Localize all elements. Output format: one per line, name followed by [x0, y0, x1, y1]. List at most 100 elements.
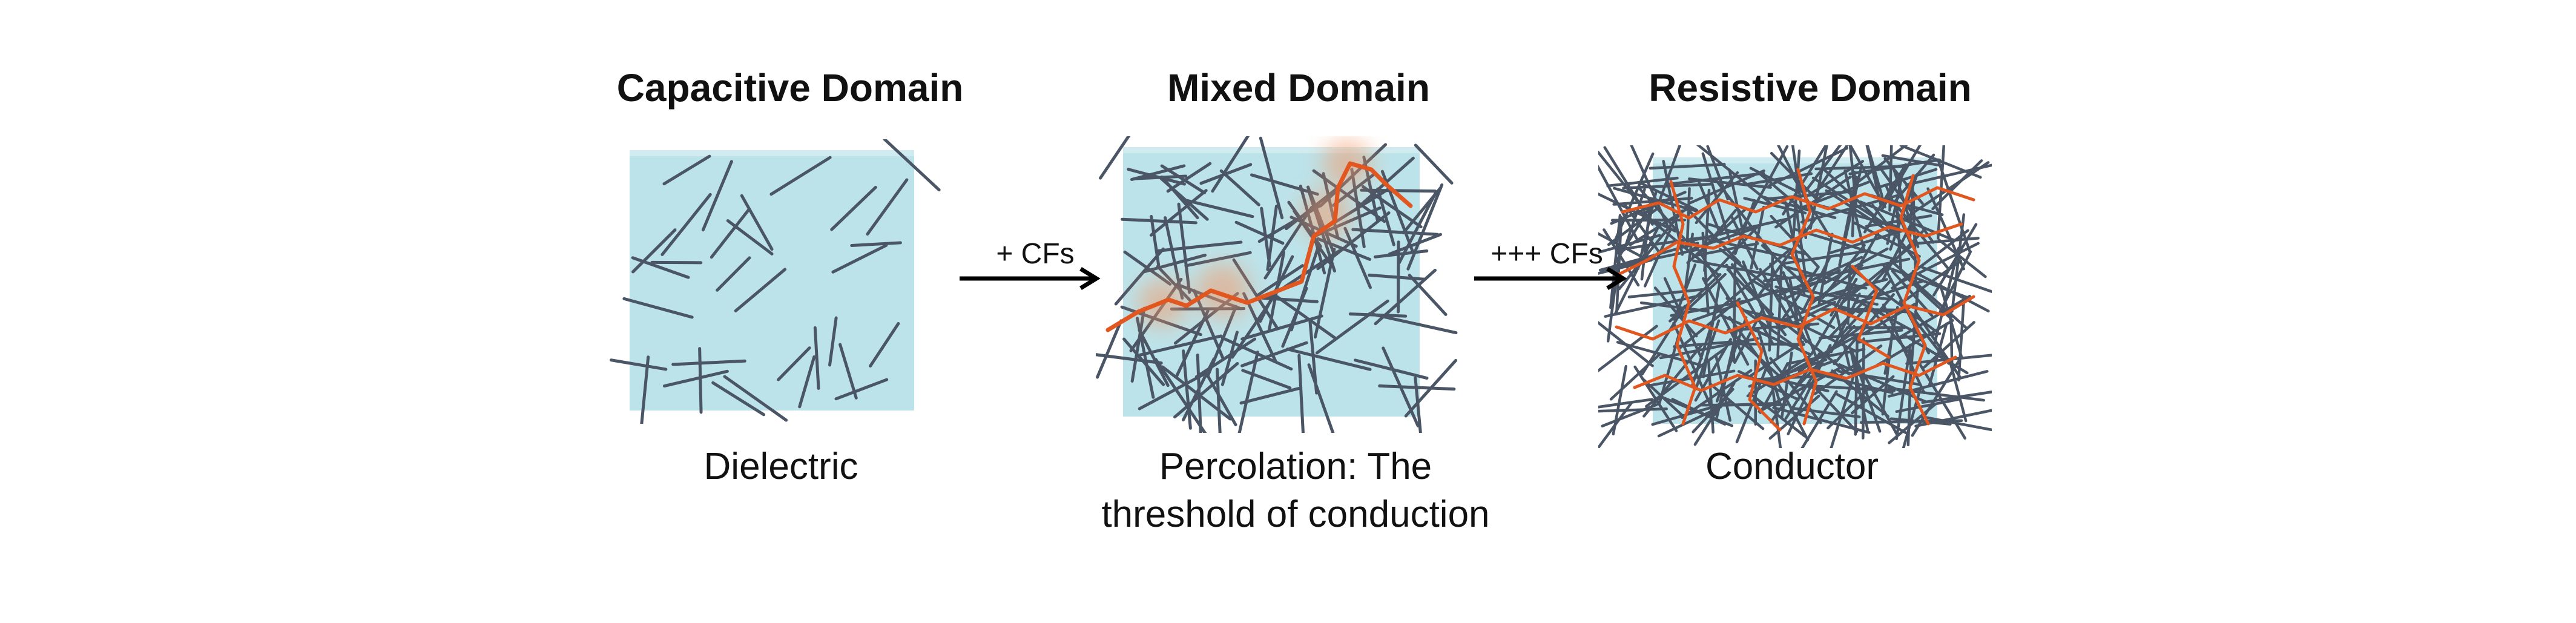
carbon-fiber	[1231, 293, 1277, 359]
carbon-fiber	[1194, 337, 1257, 378]
carbon-fiber	[734, 268, 787, 312]
carbon-fiber	[1806, 160, 1865, 197]
carbon-fiber	[1184, 251, 1252, 268]
carbon-fiber	[1681, 369, 1753, 419]
carbon-fiber	[622, 297, 694, 319]
carbon-fiber	[1297, 354, 1305, 433]
carbon-fiber	[1837, 363, 1928, 404]
carbon-fiber	[1687, 217, 1788, 243]
carbon-fiber	[1174, 309, 1210, 378]
carbon-fiber	[1899, 145, 1982, 179]
carbon-fiber	[1769, 357, 1822, 424]
carbon-fiber	[1883, 157, 1924, 205]
carbon-fiber	[769, 156, 832, 196]
caption-line: threshold of conduction	[1101, 493, 1490, 535]
carbon-fiber	[1830, 232, 1879, 317]
carbon-fiber	[1598, 407, 1668, 413]
carbon-fiber	[1770, 350, 1822, 423]
carbon-fiber	[1402, 186, 1442, 235]
carbon-fiber	[1865, 145, 1882, 206]
carbon-fiber	[1713, 401, 1781, 407]
carbon-fiber	[1259, 136, 1284, 220]
carbon-fiber	[1130, 164, 1186, 181]
carbon-fiber	[1837, 369, 1922, 386]
carbon-fiber	[1782, 145, 1828, 216]
carbon-fiber	[813, 326, 820, 390]
carbon-fiber	[1883, 306, 1899, 375]
carbon-fiber	[1800, 390, 1838, 448]
carbon-fiber	[1630, 145, 1670, 231]
resistive-domain-panel	[1598, 145, 1992, 448]
conductive-network-path	[1633, 355, 1957, 392]
carbon-fiber	[1160, 175, 1199, 219]
carbon-fiber	[1610, 191, 1687, 225]
carbon-fiber	[1641, 305, 1687, 375]
matrix-top-edge	[1123, 147, 1420, 153]
carbon-fiber	[1315, 299, 1389, 355]
carbon-fiber	[869, 322, 900, 368]
carbon-fiber	[1406, 183, 1444, 271]
carbon-fiber	[1777, 317, 1851, 375]
carbon-fiber	[1404, 358, 1458, 418]
caption-line: Percolation: The	[1159, 446, 1432, 487]
mixed-domain-title: Mixed Domain	[1167, 66, 1430, 110]
conductive-network-path	[1851, 265, 1891, 359]
carbon-fiber	[1408, 274, 1448, 316]
carbon-fiber	[1598, 164, 1639, 241]
carbon-fiber	[1609, 214, 1622, 309]
carbon-fiber	[1348, 312, 1408, 318]
carbon-fiber	[866, 178, 909, 236]
carbon-fiber	[1241, 369, 1292, 390]
carbon-fiber	[1397, 191, 1437, 265]
matrix-top-edge	[630, 150, 914, 156]
carbon-fiber	[1830, 363, 1859, 448]
carbon-fiber	[1598, 234, 1661, 254]
carbon-fiber	[831, 243, 888, 274]
carbon-fiber	[698, 347, 703, 414]
caption-percolation: Percolation: The threshold of conduction	[1056, 443, 1535, 538]
carbon-fiber	[1838, 166, 1863, 266]
carbon-fiber	[1904, 259, 1963, 302]
carbon-fiber	[1834, 292, 1892, 301]
carbon-fiber	[1373, 249, 1429, 259]
carbon-fiber	[1790, 173, 1831, 237]
carbon-fiber	[1756, 170, 1803, 210]
carbon-fiber	[1668, 172, 1765, 186]
carbon-fiber	[1414, 143, 1454, 185]
carbon-fiber	[1775, 265, 1820, 329]
carbon-fiber	[1250, 173, 1319, 196]
carbon-fiber	[1921, 266, 1992, 294]
carbon-fiber	[1903, 334, 1969, 375]
carbon-fiber	[883, 139, 941, 192]
carbon-fiber	[1814, 165, 1903, 171]
carbon-fiber	[1360, 188, 1437, 193]
carbon-fiber	[1316, 211, 1391, 271]
caption-line: Conductor	[1705, 446, 1879, 487]
carbon-fiber	[1692, 242, 1759, 258]
carbon-fiber	[1774, 175, 1853, 229]
carbon-fiber	[1891, 269, 1934, 317]
carbon-fiber	[1130, 306, 1146, 383]
carbon-fiber	[1865, 214, 1932, 228]
carbon-fiber	[1627, 288, 1704, 298]
carbon-fiber	[662, 154, 711, 186]
carbon-fiber	[1234, 220, 1285, 245]
carbon-fiber	[1795, 383, 1896, 392]
carbon-fiber	[1606, 176, 1679, 188]
carbon-fiber	[1649, 163, 1726, 170]
carbon-fiber	[1817, 232, 1834, 306]
carbon-fiber	[1307, 363, 1335, 433]
carbon-fiber	[1653, 286, 1698, 338]
carbon-fiber	[1612, 197, 1693, 206]
carbon-fiber	[1205, 373, 1237, 427]
percolation-glow	[1323, 139, 1371, 188]
carbon-fiber	[1782, 271, 1819, 361]
carbon-fiber	[1896, 294, 1971, 340]
carbon-fiber	[1822, 247, 1889, 285]
carbon-fiber	[1658, 145, 1682, 201]
carbon-fiber	[716, 256, 751, 292]
carbon-fiber	[1671, 398, 1727, 426]
carbon-fiber	[1701, 277, 1750, 366]
carbon-fiber	[1834, 308, 1851, 370]
carbon-fiber	[1777, 255, 1863, 297]
